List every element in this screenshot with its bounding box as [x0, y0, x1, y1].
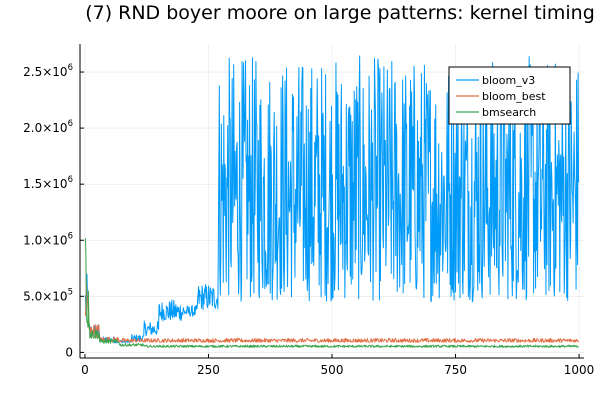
series-line-bloom_best [84, 283, 579, 343]
legend-label-bloom_v3: bloom_v3 [482, 74, 535, 87]
x-tick-label: 500 [321, 363, 344, 377]
series-line-bmsearch [84, 238, 579, 348]
y-tick-label: 5.0×105 [23, 287, 73, 303]
y-tick-label: 2.0×106 [23, 119, 73, 135]
series-line-bloom_v3 [84, 55, 580, 344]
y-tick-label: 1.5×106 [23, 175, 73, 191]
y-tick-labels: 0 5.0×105 1.0×106 1.5×106 2.0×106 2.5×106 [23, 63, 73, 359]
y-tick-label: 0 [65, 345, 73, 359]
legend-label-bmsearch: bmsearch [482, 106, 536, 119]
x-tick-labels: 0 250 500 750 1000 [81, 363, 594, 377]
axes [79, 44, 584, 359]
x-tick-label: 1000 [564, 363, 595, 377]
x-tick-label: 750 [444, 363, 467, 377]
legend: bloom_v3 bloom_best bmsearch [448, 66, 571, 125]
y-tick-label: 1.0×106 [23, 231, 73, 247]
x-tick-label: 250 [197, 363, 220, 377]
legend-label-bloom_best: bloom_best [482, 90, 546, 103]
y-tick-label: 2.5×106 [23, 63, 73, 79]
plot-area [84, 55, 580, 348]
chart-title: (7) RND boyer moore on large patterns: k… [85, 2, 595, 24]
x-tick-label: 0 [81, 363, 89, 377]
